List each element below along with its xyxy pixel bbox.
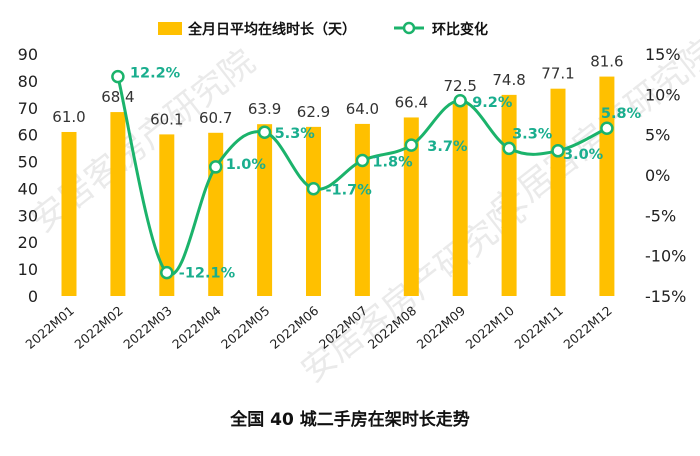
category-label: 2022M04 bbox=[169, 303, 223, 352]
right-axis-tick-label: -15% bbox=[645, 287, 686, 306]
category-label: 2022M09 bbox=[414, 303, 468, 352]
line-value-label: -1.7% bbox=[326, 183, 373, 199]
legend-bar-swatch bbox=[158, 22, 182, 35]
line-value-label: 5.8% bbox=[601, 106, 642, 122]
bar bbox=[306, 126, 321, 296]
line-point bbox=[160, 265, 174, 280]
bar-value-label: 60.7 bbox=[199, 109, 232, 127]
line-value-label: 1.8% bbox=[372, 154, 413, 170]
bar bbox=[61, 131, 77, 296]
left-axis-tick-label: 60 bbox=[18, 126, 38, 145]
right-axis-tick-label: 10% bbox=[645, 85, 681, 104]
right-axis-tick-label: 0% bbox=[645, 166, 670, 185]
right-axis: -15% -10% -5% 0% 5% 10% 15% bbox=[645, 45, 686, 306]
right-axis-tick-label: -5% bbox=[645, 206, 676, 225]
line-point bbox=[600, 121, 614, 135]
line-value-label: 3.3% bbox=[512, 126, 553, 142]
bar bbox=[452, 101, 468, 296]
bar-value-labels: 61.0 68.4 60.1 60.7 63.9 62.9 64.0 66.4 72.5 74.8… bbox=[52, 53, 623, 129]
line-value-label: 3.0% bbox=[563, 147, 604, 163]
category-label: 2022M11 bbox=[511, 303, 565, 352]
line-point bbox=[306, 181, 321, 196]
bar-value-label: 62.9 bbox=[297, 103, 330, 121]
line-value-label: 3.7% bbox=[427, 139, 468, 155]
bar-value-label: 60.1 bbox=[150, 110, 183, 128]
left-axis-tick-label: 20 bbox=[18, 233, 38, 252]
left-axis-tick-label: 10 bbox=[18, 260, 38, 279]
legend-bar-label: 全月日平均在线时长（天） bbox=[187, 21, 356, 38]
left-axis-tick-label: 30 bbox=[18, 206, 38, 225]
bar-value-label: 68.4 bbox=[101, 88, 134, 106]
line-point bbox=[404, 138, 419, 152]
bar-value-label: 72.5 bbox=[443, 77, 476, 95]
bar bbox=[501, 94, 517, 296]
bar bbox=[159, 134, 175, 296]
left-axis: 0 10 20 30 40 50 60 70 80 90 bbox=[18, 45, 38, 306]
bar-value-label: 81.6 bbox=[590, 53, 623, 71]
line-point bbox=[502, 141, 516, 156]
legend-line-marker bbox=[402, 21, 416, 35]
bar-value-label: 74.8 bbox=[492, 71, 525, 89]
legend-line-label: 环比变化 bbox=[432, 21, 488, 38]
category-label: 2022M03 bbox=[120, 303, 174, 352]
bar bbox=[354, 123, 370, 297]
bar bbox=[550, 88, 566, 296]
line-point bbox=[111, 69, 125, 84]
left-axis-tick-label: 90 bbox=[18, 45, 38, 64]
left-axis-tick-label: 40 bbox=[18, 179, 38, 198]
right-axis-tick-label: 15% bbox=[645, 45, 681, 64]
category-label: 2022M12 bbox=[560, 303, 614, 352]
bar bbox=[110, 112, 126, 296]
left-axis-tick-label: 70 bbox=[18, 99, 38, 118]
line-value-label: 9.2% bbox=[472, 95, 513, 111]
line-value-label: 12.2% bbox=[130, 66, 181, 82]
line-value-labels: 12.2% -12.1% 1.0% 5.3% -1.7% 1.8% 3.7% 9.2% 3.3%… bbox=[130, 66, 642, 282]
line-value-label: 1.0% bbox=[226, 157, 267, 173]
bar-value-label: 66.4 bbox=[395, 93, 428, 111]
chart-title: 全国 40 城二手房在架时长走势 bbox=[229, 409, 470, 430]
category-label: 2022M02 bbox=[71, 303, 125, 352]
right-axis-tick-label: 5% bbox=[645, 126, 670, 145]
bar-value-label: 64.0 bbox=[346, 100, 379, 118]
line-point bbox=[453, 94, 467, 108]
category-label: 2022M10 bbox=[463, 303, 517, 352]
bar-value-label: 63.9 bbox=[248, 100, 281, 118]
bar-value-label: 61.0 bbox=[52, 108, 85, 126]
left-axis-tick-label: 50 bbox=[18, 153, 38, 172]
bar bbox=[403, 117, 419, 296]
right-axis-tick-label: -10% bbox=[645, 247, 686, 266]
left-axis-tick-label: 80 bbox=[18, 72, 38, 91]
category-label: 2022M01 bbox=[22, 303, 76, 352]
line-value-label: -12.1% bbox=[179, 266, 236, 282]
line-point bbox=[551, 144, 565, 158]
left-axis-tick-label: 0 bbox=[28, 287, 38, 306]
bar bbox=[257, 124, 273, 297]
category-label: 2022M05 bbox=[218, 303, 272, 352]
legend: 全月日平均在线时长（天） 环比变化 bbox=[158, 21, 488, 38]
bar-value-label: 77.1 bbox=[541, 65, 574, 83]
line-point bbox=[208, 160, 223, 174]
line-point bbox=[355, 153, 370, 168]
line-point bbox=[257, 125, 272, 139]
line-series bbox=[111, 69, 614, 280]
line-value-label: 5.3% bbox=[275, 126, 316, 142]
